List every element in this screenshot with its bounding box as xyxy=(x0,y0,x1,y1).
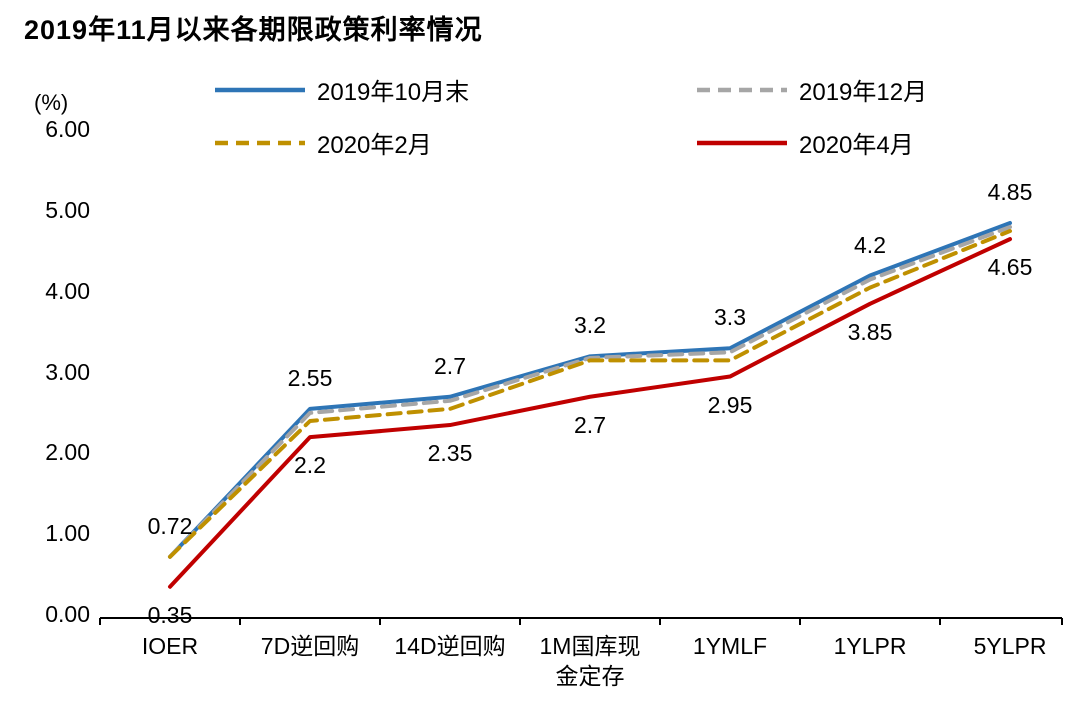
point-label: 2.7 xyxy=(574,411,606,438)
series-line-1 xyxy=(168,225,1012,559)
x-category-label: 7D逆回购 xyxy=(260,633,360,659)
y-tick-label: 6.00 xyxy=(45,116,90,142)
point-label: 2.55 xyxy=(287,364,333,391)
point-label: 0.72 xyxy=(147,512,193,539)
point-label: 4.2 xyxy=(854,231,886,258)
series-line-2 xyxy=(168,229,1012,559)
point-label: 4.85 xyxy=(987,178,1033,205)
point-label: 3.2 xyxy=(574,312,606,339)
point-label: 3.3 xyxy=(714,304,746,331)
x-category-label: 1M国库现 金定存 xyxy=(539,633,641,689)
point-label: 3.85 xyxy=(847,318,893,345)
chart-title: 2019年11月以来各期限政策利率情况 xyxy=(24,15,483,45)
legend-label: 2020年4月 xyxy=(799,132,914,159)
legend-line-sample xyxy=(215,140,305,145)
y-tick-label: 4.00 xyxy=(45,277,90,304)
y-tick-label: 0.00 xyxy=(45,601,90,627)
x-category-label: 1YLPR xyxy=(833,633,907,659)
x-category-label: IOER xyxy=(141,633,199,659)
y-tick-label: 2.00 xyxy=(45,439,90,466)
legend-label: 2020年2月 xyxy=(317,132,432,159)
y-tick-label: 5.00 xyxy=(45,196,90,223)
point-label: 2.35 xyxy=(427,440,473,467)
point-label: 0.35 xyxy=(147,601,193,628)
legend: 2019年10月末 2019年12月 2020年2月 2020年4月 xyxy=(215,72,927,160)
legend-label: 2019年10月末 xyxy=(317,79,470,106)
legend-item-3: 2020年4月 xyxy=(697,125,927,160)
x-category-label: 1YMLF xyxy=(692,633,768,659)
legend-item-1: 2019年12月 xyxy=(697,72,927,107)
legend-item-0: 2019年10月末 xyxy=(215,72,697,107)
legend-line-sample xyxy=(697,87,787,92)
y-axis-unit-label: (%) xyxy=(34,90,69,115)
y-tick-label: 1.00 xyxy=(45,520,90,547)
x-category-label: 14D逆回购 xyxy=(394,633,506,659)
legend-line-sample xyxy=(697,140,787,145)
x-category-label: 5YLPR xyxy=(973,633,1047,659)
y-tick-label: 3.00 xyxy=(45,358,90,385)
point-label: 4.65 xyxy=(987,254,1033,281)
legend-label: 2019年12月 xyxy=(799,79,928,106)
point-label: 2.7 xyxy=(434,352,466,379)
legend-line-sample xyxy=(215,87,305,92)
legend-item-2: 2020年2月 xyxy=(215,125,697,160)
point-label: 2.2 xyxy=(294,452,326,479)
point-label: 2.95 xyxy=(707,391,753,418)
